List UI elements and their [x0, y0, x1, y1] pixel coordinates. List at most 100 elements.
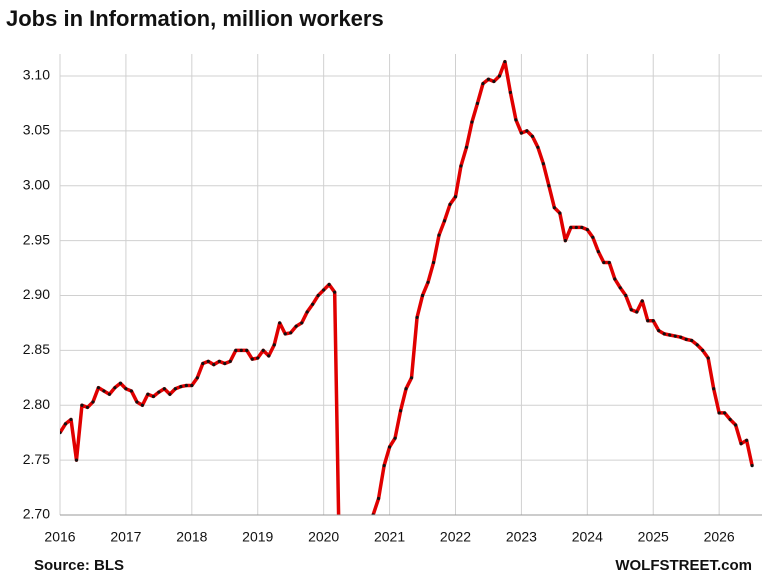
y-tick-label: 2.95: [23, 231, 50, 247]
data-point: [657, 329, 661, 333]
data-point: [294, 324, 298, 328]
x-tick-label: 2023: [506, 529, 537, 545]
x-tick-label: 2019: [242, 529, 273, 545]
data-point: [267, 354, 271, 358]
y-tick-label: 2.90: [23, 286, 50, 302]
data-point: [316, 293, 320, 298]
data-point: [464, 145, 469, 149]
data-point: [525, 129, 529, 133]
data-point: [728, 417, 732, 422]
data-point: [415, 315, 419, 320]
data-point: [289, 331, 293, 335]
data-point: [651, 319, 655, 323]
data-point: [250, 357, 254, 361]
data-point: [245, 348, 249, 352]
data-point: [580, 225, 584, 230]
data-point: [662, 332, 666, 336]
data-point: [305, 310, 309, 314]
data-point: [459, 164, 463, 168]
data-point: [91, 400, 95, 404]
data-point: [514, 118, 518, 122]
data-point: [206, 359, 210, 363]
data-point: [393, 436, 397, 440]
data-point: [497, 74, 502, 78]
x-tick-label: 2020: [308, 529, 339, 545]
data-point: [228, 359, 232, 363]
data-point: [60, 431, 62, 435]
data-point: [613, 277, 617, 281]
data-point: [217, 359, 221, 363]
data-point: [113, 386, 117, 390]
data-point: [376, 496, 381, 501]
data-point: [234, 348, 238, 352]
data-point: [470, 120, 474, 124]
data-point: [118, 381, 123, 385]
data-point: [723, 411, 727, 415]
data-point: [85, 405, 90, 410]
data-point: [503, 60, 507, 64]
x-tick-label: 2025: [638, 529, 669, 545]
y-tick-label: 3.10: [23, 67, 50, 83]
data-point: [519, 131, 524, 135]
y-tick-label: 2.75: [23, 451, 50, 467]
x-tick-label: 2018: [176, 529, 207, 545]
data-point: [712, 387, 716, 391]
data-point: [327, 282, 331, 287]
data-point: [162, 387, 166, 391]
data-point: [80, 403, 84, 407]
data-point: [574, 225, 578, 230]
data-point: [239, 348, 243, 352]
y-tick-label: 2.80: [23, 396, 50, 412]
data-point: [173, 387, 177, 391]
data-point: [706, 356, 710, 360]
data-point: [300, 321, 304, 325]
data-point: [322, 288, 326, 292]
data-point: [745, 438, 749, 442]
data-point: [151, 394, 156, 399]
data-point: [360, 557, 363, 560]
data-point: [739, 442, 743, 446]
data-point: [140, 403, 144, 407]
data-point: [74, 458, 79, 462]
y-tick-label: 2.70: [23, 506, 50, 522]
data-point: [541, 162, 545, 166]
data-point: [547, 184, 551, 188]
data-point: [256, 356, 260, 360]
data-point: [646, 319, 650, 323]
data-point: [552, 206, 556, 210]
data-point: [481, 82, 485, 86]
data-point: [409, 376, 414, 380]
data-point: [530, 134, 535, 138]
data-point: [602, 260, 606, 265]
data-point: [679, 335, 683, 339]
data-point: [107, 392, 112, 396]
grid: [59, 54, 762, 516]
data-point: [640, 299, 644, 303]
data-point: [278, 321, 282, 325]
data-point: [536, 145, 540, 149]
x-tick-label: 2017: [110, 529, 141, 545]
data-point: [212, 363, 216, 367]
data-point: [734, 423, 738, 427]
data-point: [69, 417, 73, 422]
data-point: [690, 338, 694, 343]
data-point: [563, 238, 567, 243]
x-tick-label: 2016: [44, 529, 75, 545]
data-point: [184, 383, 188, 388]
data-point: [558, 211, 562, 215]
data-point: [596, 249, 600, 254]
data-point: [684, 337, 688, 341]
data-point: [195, 376, 199, 380]
x-tick-label: 2021: [374, 529, 405, 545]
data-point: [333, 290, 337, 294]
data-point: [717, 411, 721, 415]
chart-title: Jobs in Information, million workers: [6, 6, 384, 31]
data-point: [607, 260, 611, 265]
data-point: [398, 409, 403, 413]
y-tick-label: 3.05: [23, 122, 50, 138]
data-point: [387, 445, 392, 449]
data-point: [179, 384, 183, 389]
data-point: [750, 464, 754, 468]
data-point: [629, 308, 633, 312]
